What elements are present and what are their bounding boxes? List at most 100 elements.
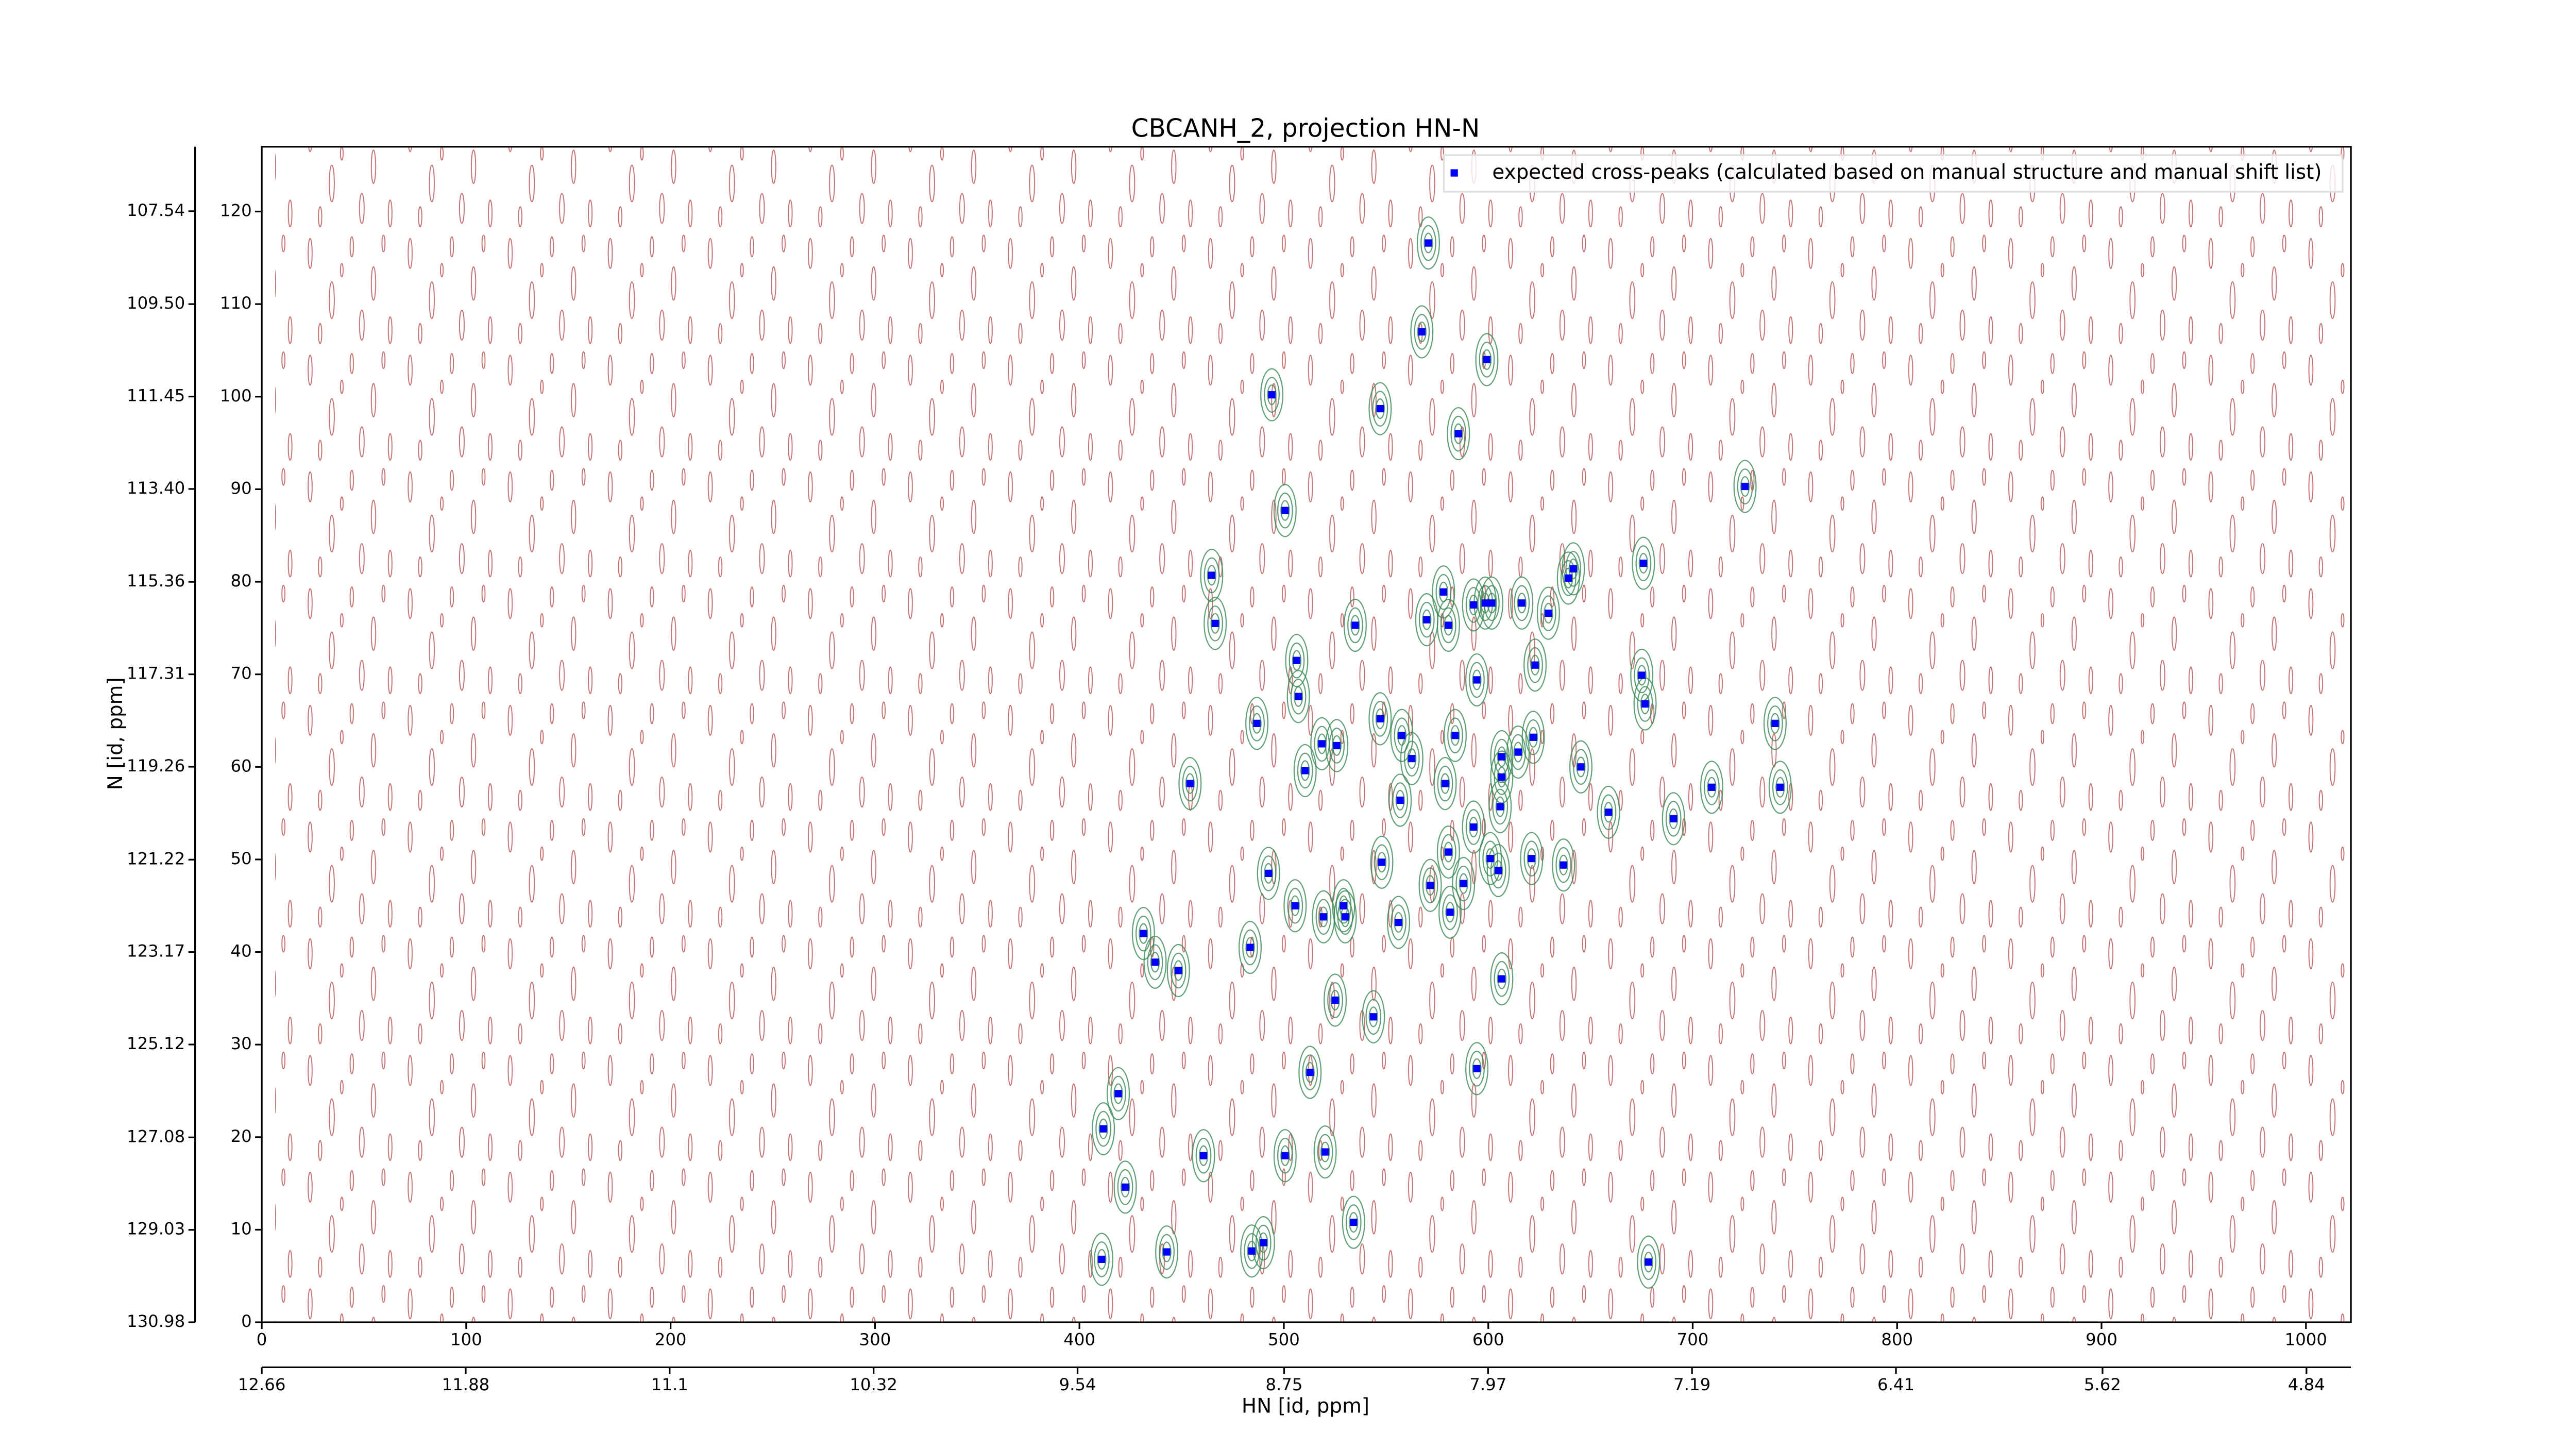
peak-contour — [1198, 1145, 1209, 1166]
peak-contour — [1634, 657, 1650, 694]
peak-contour — [1166, 943, 1190, 998]
peak-contour — [1094, 1241, 1110, 1277]
peak-contour — [1707, 777, 1717, 798]
peak-contour — [1257, 847, 1280, 900]
peak-contour — [1293, 686, 1303, 707]
x-tick-label: 400 — [1063, 1330, 1095, 1350]
peak-contour — [1442, 894, 1458, 931]
peak-contour — [1347, 607, 1363, 644]
peak-contour — [1450, 415, 1467, 452]
y-tick-label: 10 — [230, 1219, 251, 1238]
peak-contour — [1394, 912, 1403, 933]
peak-contour — [1514, 585, 1530, 621]
peak-contour — [1544, 603, 1553, 624]
x-tick-label: 600 — [1472, 1330, 1504, 1350]
peak-contour — [1768, 761, 1792, 814]
point — [1454, 430, 1462, 437]
peak-contour — [1139, 923, 1148, 944]
x-tick-label: 700 — [1677, 1330, 1709, 1350]
peak-contour — [1244, 1233, 1260, 1269]
peak-contour — [1643, 1252, 1653, 1273]
peak-contour — [1362, 990, 1385, 1043]
peak-contour — [1459, 873, 1468, 894]
peak-contour — [1150, 952, 1160, 973]
peak-contour — [1635, 545, 1652, 581]
peak-contour — [1556, 551, 1580, 605]
peak-contour — [1414, 314, 1430, 350]
peak-contour — [1452, 857, 1476, 911]
peak-contour — [1560, 560, 1577, 596]
peak-contour — [1436, 598, 1460, 652]
point — [1488, 599, 1496, 607]
peak-contour — [1469, 816, 1479, 838]
peak-contour — [1422, 609, 1432, 630]
y-tick-label: 60 — [230, 756, 251, 776]
peak-contour — [1432, 565, 1455, 619]
peak-contour — [1249, 705, 1265, 742]
peak-contour — [1440, 834, 1456, 870]
point — [1291, 902, 1299, 909]
point — [1528, 855, 1535, 863]
point — [1451, 732, 1459, 739]
peak-contour — [1469, 1051, 1485, 1087]
y-axis-label: N [id, ppm] — [104, 677, 127, 790]
peak-contour — [1497, 746, 1507, 767]
peak-contour — [1345, 1204, 1362, 1240]
point — [1670, 815, 1677, 822]
point — [1771, 719, 1779, 727]
x-tick-label: 900 — [2086, 1330, 2117, 1350]
peak-contour — [1159, 1234, 1175, 1270]
peak-contour — [1536, 586, 1560, 640]
x2-tick-label: 6.41 — [1877, 1375, 1914, 1394]
peak-contour — [1147, 944, 1163, 981]
y2-tick-label: 123.17 — [127, 941, 185, 961]
peak-contour — [1662, 792, 1685, 846]
x-tick-label: 500 — [1268, 1330, 1300, 1350]
point — [1473, 1065, 1481, 1073]
x-tick-label: 300 — [859, 1330, 891, 1350]
peak-contour — [1772, 769, 1788, 805]
peak-contour — [1155, 1225, 1179, 1279]
x-tick-label: 0 — [257, 1330, 267, 1350]
point — [1186, 780, 1194, 787]
point — [1351, 621, 1359, 629]
peak-contour — [1388, 773, 1412, 827]
y-tick-label: 70 — [230, 664, 251, 683]
peak-contour — [1733, 460, 1757, 513]
point — [1098, 1255, 1106, 1263]
peak-contour — [1437, 765, 1453, 802]
x2-tick-label: 12.66 — [238, 1375, 286, 1394]
peak-contour — [1107, 1067, 1130, 1120]
peak-contour — [1372, 701, 1388, 737]
peak-contour — [1267, 384, 1277, 406]
point — [1496, 803, 1504, 811]
point — [1531, 661, 1539, 669]
y2-tick-label: 109.50 — [127, 293, 185, 313]
peak-contour — [1349, 1212, 1359, 1233]
peak-contour — [1510, 576, 1534, 630]
peak-contour — [1410, 305, 1434, 359]
peak-contour — [1775, 777, 1785, 798]
x2-tick-label: 8.75 — [1265, 1375, 1302, 1394]
peak-contour — [1332, 879, 1355, 933]
point — [1246, 943, 1254, 951]
peak-contour — [1704, 769, 1720, 805]
point — [1708, 783, 1716, 791]
peak-contour — [1492, 788, 1509, 825]
peak-contour — [1394, 717, 1410, 753]
y-tick-label: 80 — [230, 571, 251, 591]
point — [1099, 1125, 1107, 1133]
peak-contour — [1317, 1134, 1333, 1170]
peak-contour — [1113, 1083, 1123, 1104]
peak-contour — [1377, 852, 1387, 873]
point — [1140, 930, 1147, 937]
point — [1398, 732, 1406, 739]
peak-contour — [1497, 766, 1507, 788]
point — [1483, 356, 1491, 364]
point — [1318, 740, 1326, 748]
point — [1281, 1152, 1289, 1159]
y2-tick-label: 129.03 — [127, 1219, 185, 1239]
point — [1445, 848, 1452, 856]
peak-contour — [1417, 321, 1427, 343]
